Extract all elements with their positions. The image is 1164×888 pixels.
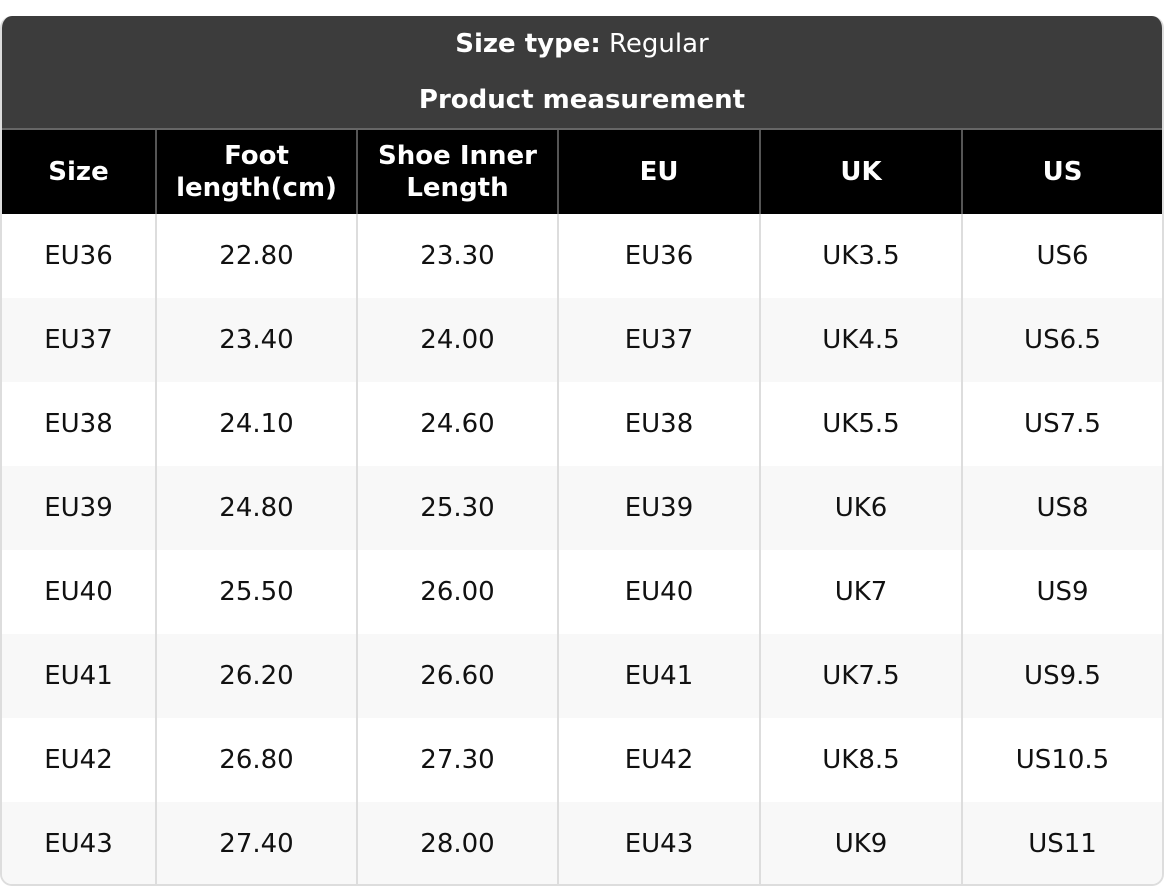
table-cell: UK6 bbox=[759, 466, 962, 550]
table-cell: 24.60 bbox=[356, 382, 558, 466]
column-header: US bbox=[961, 130, 1162, 214]
chart-subtitle: Product measurement bbox=[418, 85, 746, 115]
table-row: EU37 23.40 24.00 EU37 UK4.5 US6.5 bbox=[2, 298, 1162, 382]
table-cell: 22.80 bbox=[155, 214, 357, 298]
table-cell: EU38 bbox=[557, 382, 760, 466]
table-cell: US11 bbox=[961, 802, 1162, 884]
table-row: EU36 22.80 23.30 EU36 UK3.5 US6 bbox=[2, 214, 1162, 298]
size-chart: Size type: Regular Product measurement S… bbox=[0, 16, 1164, 886]
table-cell: UK9 bbox=[759, 802, 962, 884]
table-cell: US8 bbox=[961, 466, 1162, 550]
chart-header: Size type: Regular Product measurement bbox=[2, 16, 1162, 130]
table-cell: UK7 bbox=[759, 550, 962, 634]
table-cell: UK3.5 bbox=[759, 214, 962, 298]
table-cell: 28.00 bbox=[356, 802, 558, 884]
column-header: Shoe Inner Length bbox=[356, 130, 558, 214]
column-header: EU bbox=[557, 130, 760, 214]
table-cell: 24.80 bbox=[155, 466, 357, 550]
table-cell: 26.60 bbox=[356, 634, 558, 718]
table-cell: UK7.5 bbox=[759, 634, 962, 718]
table-cell: US6 bbox=[961, 214, 1162, 298]
column-header: Foot length(cm) bbox=[155, 130, 357, 214]
table-cell: EU36 bbox=[44, 241, 113, 271]
table-row: EU43 27.40 28.00 EU43 UK9 US11 bbox=[2, 802, 1162, 884]
table-cell: EU36 bbox=[557, 214, 760, 298]
table-cell: EU41 bbox=[2, 634, 156, 718]
table-cell: 26.80 bbox=[155, 718, 357, 802]
table-cell: UK5.5 bbox=[759, 382, 962, 466]
table-cell: 23.30 bbox=[356, 214, 558, 298]
table-cell: EU37 bbox=[2, 298, 156, 382]
table-cell: EU42 bbox=[44, 745, 113, 775]
table-cell: US6.5 bbox=[961, 298, 1162, 382]
table-cell: 27.30 bbox=[356, 718, 558, 802]
table-cell: EU43 bbox=[557, 802, 760, 884]
table-row: EU40 25.50 26.00 EU40 UK7 US9 bbox=[2, 550, 1162, 634]
table-cell: EU40 bbox=[44, 577, 113, 607]
table-cell: EU37 bbox=[557, 298, 760, 382]
table-cell: US9.5 bbox=[961, 634, 1162, 718]
size-type-label: Size type: bbox=[455, 29, 601, 59]
table-cell: EU41 bbox=[557, 634, 760, 718]
table-row: EU42 26.80 27.30 EU42 UK8.5 US10.5 bbox=[2, 718, 1162, 802]
size-type-value: Regular bbox=[609, 29, 709, 59]
table-cell: EU39 bbox=[557, 466, 760, 550]
column-header: Size bbox=[2, 130, 156, 214]
table-cell: EU40 bbox=[557, 550, 760, 634]
table-cell: 25.50 bbox=[155, 550, 357, 634]
table-cell: EU42 bbox=[557, 718, 760, 802]
table-cell: US7.5 bbox=[961, 382, 1162, 466]
table-row: EU39 24.80 25.30 EU39 UK6 US8 bbox=[2, 466, 1162, 550]
table-cell: UK4.5 bbox=[759, 298, 962, 382]
table-row: EU41 26.20 26.60 EU41 UK7.5 US9.5 bbox=[2, 634, 1162, 718]
size-type: Size type: Regular bbox=[2, 16, 1162, 72]
table-cell: US9 bbox=[961, 550, 1162, 634]
table-cell: UK8.5 bbox=[759, 718, 962, 802]
size-table: Size Foot length(cm) Shoe Inner Length EU UK… bbox=[2, 130, 1162, 884]
table-cell: 26.00 bbox=[356, 550, 558, 634]
table-cell: US10.5 bbox=[961, 718, 1162, 802]
table-cell: 27.40 bbox=[155, 802, 357, 884]
table-cell: 25.30 bbox=[356, 466, 558, 550]
table-cell: 24.00 bbox=[356, 298, 558, 382]
column-header: UK bbox=[759, 130, 962, 214]
table-cell: 23.40 bbox=[155, 298, 357, 382]
table-row: EU38 24.10 24.60 EU38 UK5.5 US7.5 bbox=[2, 382, 1162, 466]
table-cell: EU38 bbox=[44, 409, 113, 439]
table-cell: EU43 bbox=[2, 802, 156, 884]
table-cell: 26.20 bbox=[155, 634, 357, 718]
header-row: Size Foot length(cm) Shoe Inner Length EU UK… bbox=[2, 130, 1162, 214]
table-cell: EU39 bbox=[2, 466, 156, 550]
table-cell: 24.10 bbox=[155, 382, 357, 466]
